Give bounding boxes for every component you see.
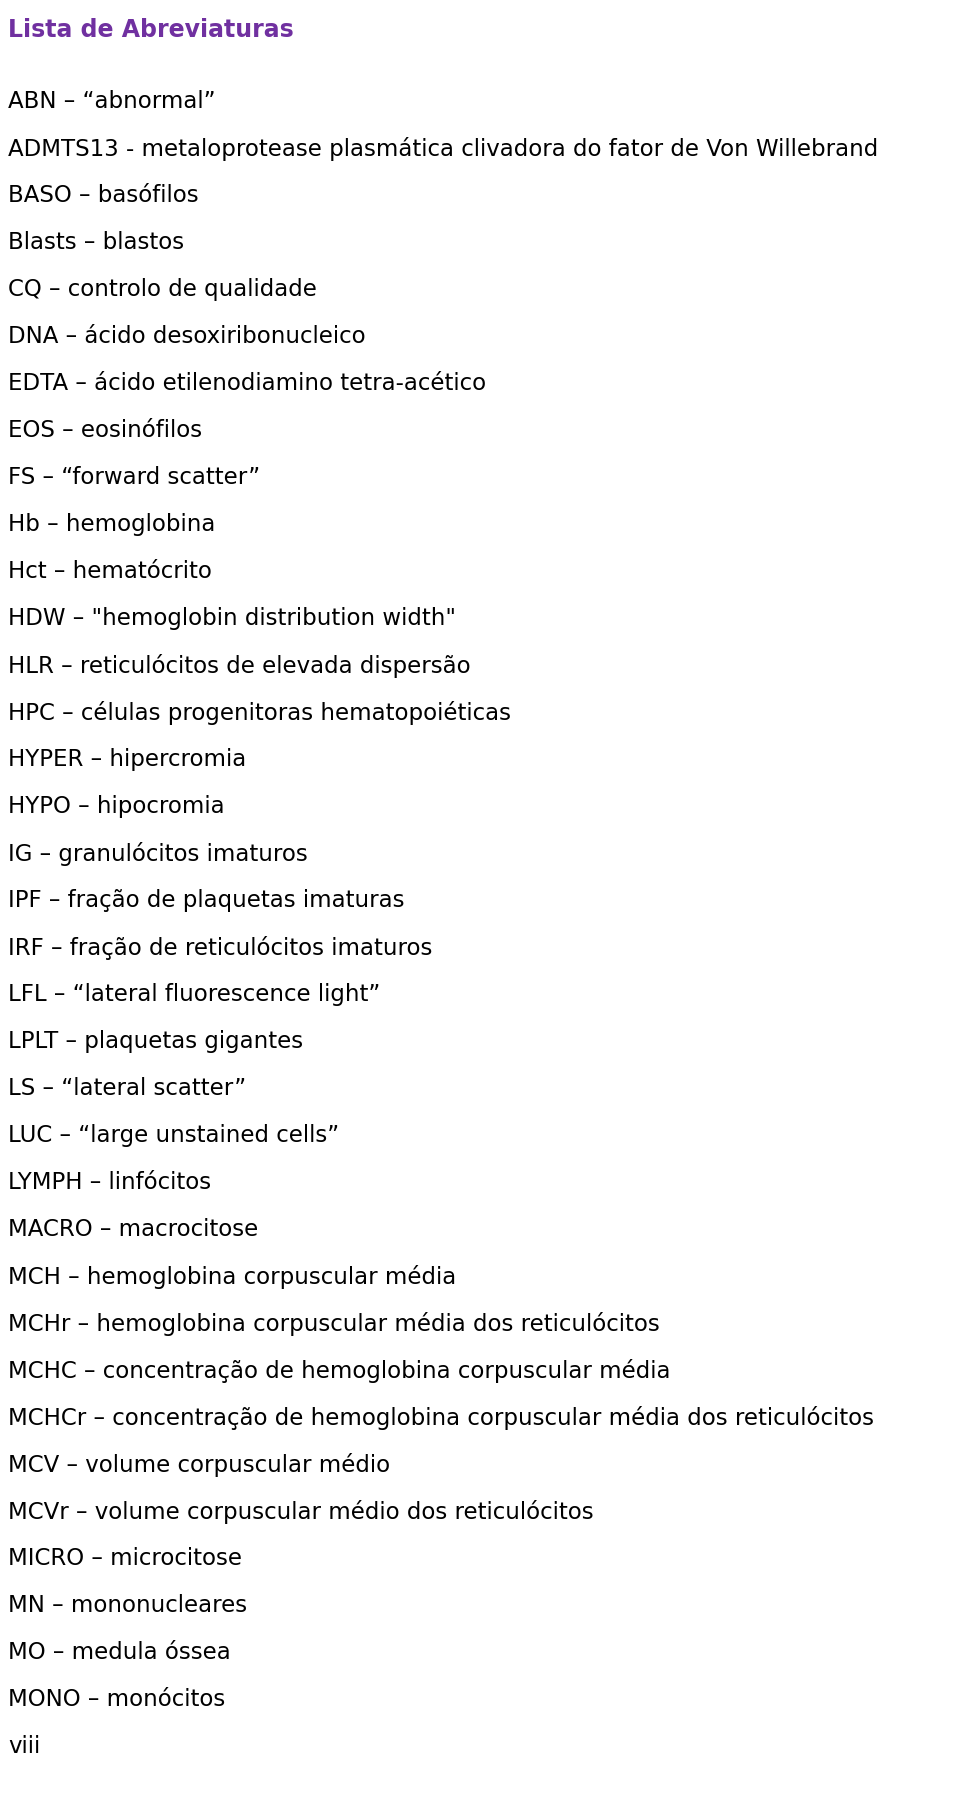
Text: HLR – reticulócitos de elevada dispersão: HLR – reticulócitos de elevada dispersão: [8, 654, 470, 678]
Text: HPC – células progenitoras hematopoiéticas: HPC – células progenitoras hematopoiétic…: [8, 701, 511, 725]
Text: HYPO – hipocromia: HYPO – hipocromia: [8, 795, 225, 817]
Text: MCVr – volume corpuscular médio dos reticulócitos: MCVr – volume corpuscular médio dos reti…: [8, 1500, 593, 1524]
Text: Hct – hematócrito: Hct – hematócrito: [8, 560, 212, 583]
Text: MCHC – concentração de hemoglobina corpuscular média: MCHC – concentração de hemoglobina corpu…: [8, 1359, 670, 1383]
Text: HYPER – hipercromia: HYPER – hipercromia: [8, 748, 247, 770]
Text: FS – “forward scatter”: FS – “forward scatter”: [8, 466, 260, 489]
Text: MICRO – microcitose: MICRO – microcitose: [8, 1547, 242, 1569]
Text: Blasts – blastos: Blasts – blastos: [8, 230, 184, 254]
Text: MN – mononucleares: MN – mononucleares: [8, 1595, 247, 1616]
Text: ABN – “abnormal”: ABN – “abnormal”: [8, 91, 215, 112]
Text: MCHCr – concentração de hemoglobina corpuscular média dos reticulócitos: MCHCr – concentração de hemoglobina corp…: [8, 1406, 874, 1430]
Text: MCHr – hemoglobina corpuscular média dos reticulócitos: MCHr – hemoglobina corpuscular média dos…: [8, 1312, 660, 1335]
Text: LYMPH – linfócitos: LYMPH – linfócitos: [8, 1171, 211, 1194]
Text: LFL – “lateral fluorescence light”: LFL – “lateral fluorescence light”: [8, 982, 380, 1006]
Text: viii: viii: [8, 1736, 40, 1758]
Text: MONO – monócitos: MONO – monócitos: [8, 1689, 226, 1711]
Text: MACRO – macrocitose: MACRO – macrocitose: [8, 1218, 258, 1241]
Text: LS – “lateral scatter”: LS – “lateral scatter”: [8, 1076, 246, 1100]
Text: IG – granulócitos imaturos: IG – granulócitos imaturos: [8, 843, 308, 866]
Text: Lista de Abreviaturas: Lista de Abreviaturas: [8, 18, 294, 42]
Text: ADMTS13 - metaloprotease plasmática clivadora do fator de Von Willebrand: ADMTS13 - metaloprotease plasmática cliv…: [8, 138, 878, 161]
Text: EDTA – ácido etilenodiamino tetra-acético: EDTA – ácido etilenodiamino tetra-acétic…: [8, 371, 486, 395]
Text: HDW – "hemoglobin distribution width": HDW – "hemoglobin distribution width": [8, 607, 456, 631]
Text: BASO – basófilos: BASO – basófilos: [8, 185, 199, 207]
Text: LPLT – plaquetas gigantes: LPLT – plaquetas gigantes: [8, 1029, 303, 1053]
Text: IPF – fração de plaquetas imaturas: IPF – fração de plaquetas imaturas: [8, 890, 404, 911]
Text: EOS – eosinófilos: EOS – eosinófilos: [8, 419, 203, 442]
Text: IRF – fração de reticulócitos imaturos: IRF – fração de reticulócitos imaturos: [8, 937, 432, 960]
Text: CQ – controlo de qualidade: CQ – controlo de qualidade: [8, 277, 317, 301]
Text: MCH – hemoglobina corpuscular média: MCH – hemoglobina corpuscular média: [8, 1265, 456, 1288]
Text: DNA – ácido desoxiribonucleico: DNA – ácido desoxiribonucleico: [8, 324, 366, 348]
Text: MCV – volume corpuscular médio: MCV – volume corpuscular médio: [8, 1453, 390, 1477]
Text: MO – medula óssea: MO – medula óssea: [8, 1642, 230, 1663]
Text: LUC – “large unstained cells”: LUC – “large unstained cells”: [8, 1123, 339, 1147]
Text: Hb – hemoglobina: Hb – hemoglobina: [8, 513, 215, 536]
